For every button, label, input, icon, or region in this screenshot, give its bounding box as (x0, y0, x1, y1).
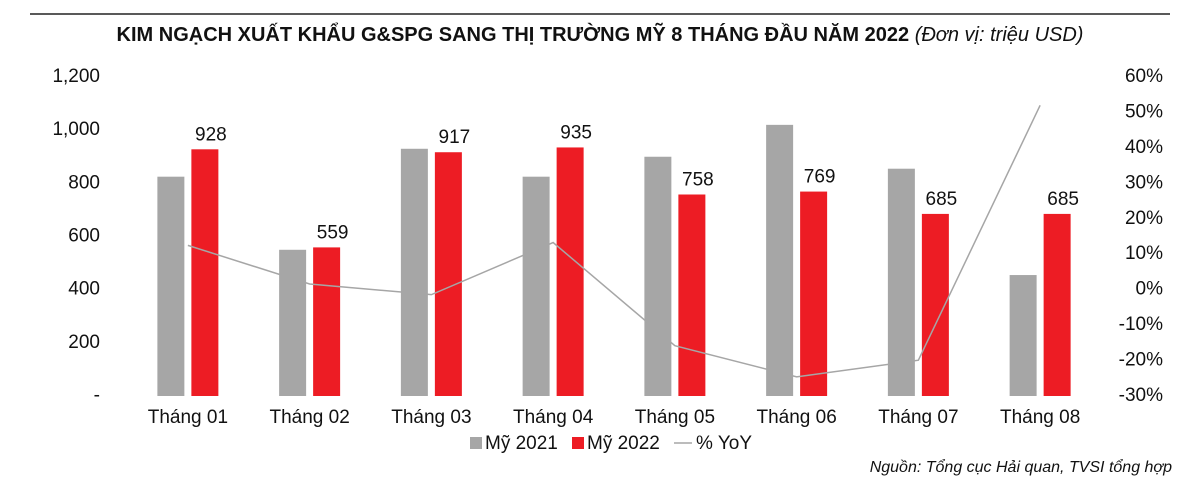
bar (556, 147, 584, 396)
x-tick-label: Tháng 04 (513, 407, 594, 428)
bar (522, 176, 550, 396)
x-tick-label: Tháng 07 (878, 407, 958, 428)
data-label: 685 (1047, 189, 1079, 210)
chart-title: KIM NGẠCH XUẤT KHẨU G&SPG SANG THỊ TRƯỜN… (117, 22, 910, 46)
bar (157, 176, 185, 396)
data-label: 685 (926, 189, 958, 210)
y-tick-label: 400 (68, 279, 100, 300)
y-tick-label: - (94, 385, 100, 406)
data-label: 935 (560, 122, 592, 143)
legend-label: Mỹ 2021 (485, 433, 558, 454)
y2-tick-label: 50% (1125, 101, 1163, 122)
bar (887, 168, 915, 396)
x-tick-label: Tháng 08 (1000, 407, 1080, 428)
x-tick-label: Tháng 05 (635, 407, 715, 428)
data-label: 758 (682, 170, 714, 191)
bar (313, 247, 341, 396)
y2-tick-label: 40% (1125, 137, 1163, 158)
legend-swatch (572, 437, 584, 449)
bar (678, 194, 706, 396)
bar (434, 152, 462, 396)
legend-label: % YoY (696, 433, 752, 454)
bar (1043, 213, 1071, 396)
y2-tick-label: -20% (1119, 350, 1163, 371)
x-tick-label: Tháng 03 (391, 407, 471, 428)
source-note: Nguồn: Tổng cục Hải quan, TVSI tổng hợp (870, 458, 1172, 476)
y2-tick-label: -30% (1119, 385, 1163, 406)
y2-tick-label: 60% (1125, 66, 1163, 87)
x-tick-label: Tháng 02 (269, 407, 349, 428)
bar (279, 249, 307, 396)
bar (400, 148, 428, 396)
data-label: 769 (804, 167, 836, 188)
y2-tick-label: 30% (1125, 172, 1163, 193)
bar (800, 191, 828, 396)
chart-unit: (Đơn vị: triệu USD) (915, 24, 1084, 46)
y2-tick-label: 10% (1125, 243, 1163, 264)
y-tick-label: 800 (68, 172, 100, 193)
x-tick-label: Tháng 01 (148, 407, 228, 428)
x-tick-label: Tháng 06 (756, 407, 836, 428)
y2-tick-label: 0% (1136, 279, 1164, 300)
data-label: 559 (317, 222, 349, 243)
y-tick-label: 1,200 (52, 66, 100, 87)
y-tick-label: 600 (68, 226, 100, 247)
bar (191, 149, 219, 396)
bar (766, 124, 794, 396)
legend-swatch (470, 437, 482, 449)
bar (644, 156, 672, 396)
y2-tick-label: 20% (1125, 208, 1163, 229)
data-label: 917 (439, 127, 471, 148)
bar (1009, 275, 1037, 396)
y2-tick-label: -10% (1119, 314, 1163, 335)
y-tick-label: 1,000 (52, 119, 100, 140)
title-line: KIM NGẠCH XUẤT KHẨU G&SPG SANG THỊ TRƯỜN… (117, 22, 1084, 46)
legend-label: Mỹ 2022 (587, 433, 660, 454)
data-label: 928 (195, 124, 227, 145)
yoy-line (187, 105, 1041, 378)
y-tick-label: 200 (68, 332, 100, 353)
